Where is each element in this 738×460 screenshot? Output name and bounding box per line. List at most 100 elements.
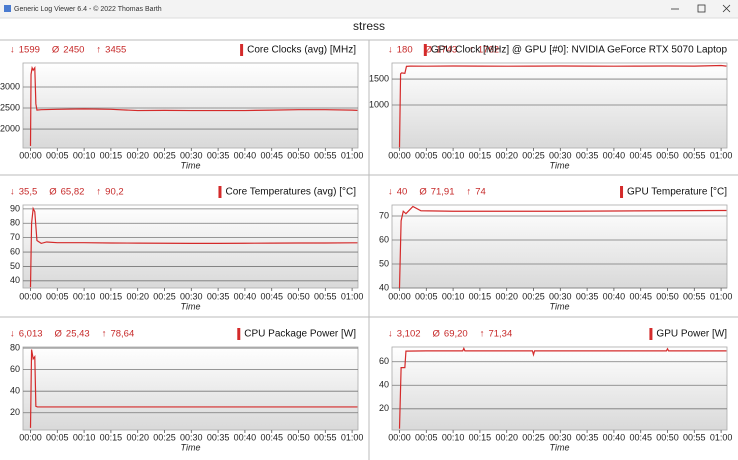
stat-value: 3,102 (397, 329, 421, 340)
legend-swatch (240, 44, 244, 56)
stat-value: 35,5 (19, 187, 38, 198)
close-button[interactable] (722, 4, 731, 13)
x-tick-label: 00:10 (73, 291, 96, 301)
legend-swatch (423, 44, 427, 56)
x-tick-label: 00:30 (180, 291, 203, 301)
y-tick-label: 2000 (0, 123, 20, 133)
x-axis-label: Time (550, 301, 570, 311)
x-tick-label: 00:10 (73, 432, 96, 442)
y-tick-label: 80 (10, 342, 20, 352)
stat-symbol: Ø (419, 187, 427, 198)
x-tick-label: 00:25 (153, 432, 176, 442)
y-tick-label: 40 (10, 386, 20, 396)
y-tick-label: 40 (379, 282, 389, 292)
legend-swatch (237, 328, 241, 340)
x-tick-label: 00:20 (126, 432, 149, 442)
y-tick-label: 70 (10, 232, 20, 242)
data-line (29, 65, 358, 146)
y-tick-label: 60 (379, 356, 389, 366)
y-tick-label: 1500 (369, 73, 389, 83)
y-tick-label: 50 (10, 261, 20, 271)
x-tick-label: 00:50 (287, 150, 310, 160)
window-title: Generic Log Viewer 6.4 - © 2022 Thomas B… (14, 5, 162, 13)
y-tick-label: 3000 (0, 81, 20, 91)
x-tick-label: 00:20 (495, 150, 518, 160)
x-tick-label: 00:40 (603, 291, 626, 301)
x-tick-label: 00:35 (576, 150, 599, 160)
x-tick-label: 00:40 (234, 150, 257, 160)
y-tick-label: 70 (379, 210, 389, 220)
x-tick-label: 01:00 (710, 432, 733, 442)
stat-symbol: ↑ (469, 45, 474, 56)
x-tick-label: 01:00 (341, 291, 364, 301)
plot-area (391, 346, 728, 431)
x-tick-label: 00:30 (180, 432, 203, 442)
stat-value: 25,43 (66, 329, 90, 340)
x-tick-label: 00:55 (683, 432, 706, 442)
app-icon (4, 5, 11, 12)
x-axis-label: Time (550, 160, 570, 170)
plot-area (391, 62, 728, 149)
x-tick-label: 00:30 (180, 150, 203, 160)
x-tick-label: 00:30 (549, 291, 572, 301)
title-bar (0, 0, 738, 18)
x-tick-label: 00:10 (442, 432, 465, 442)
data-line (398, 346, 727, 429)
x-tick-label: 00:30 (549, 432, 572, 442)
x-tick-label: 00:00 (19, 432, 42, 442)
data-line (29, 349, 358, 428)
stat-value: 71,34 (488, 329, 512, 340)
x-tick-label: 00:00 (388, 150, 411, 160)
stat-value: 3455 (105, 45, 126, 56)
stat-symbol: ↑ (96, 45, 101, 56)
stat-symbol: ↓ (388, 329, 393, 340)
x-tick-label: 00:05 (415, 150, 438, 160)
x-tick-label: 00:05 (415, 291, 438, 301)
x-tick-label: 01:00 (710, 150, 733, 160)
y-tick-label: 40 (379, 380, 389, 390)
y-tick-label: 40 (10, 275, 20, 285)
x-tick-label: 00:55 (683, 291, 706, 301)
x-tick-label: 00:00 (19, 291, 42, 301)
stat-symbol: ↑ (480, 329, 485, 340)
x-tick-label: 00:15 (469, 432, 492, 442)
x-tick-label: 00:55 (683, 150, 706, 160)
maximize-button[interactable] (697, 4, 706, 13)
stat-value: 78,64 (110, 329, 134, 340)
y-tick-label: 20 (10, 407, 20, 417)
stat-symbol: ↓ (10, 187, 15, 198)
y-tick-label: 50 (379, 258, 389, 268)
x-tick-label: 00:15 (469, 291, 492, 301)
x-tick-label: 00:35 (207, 432, 230, 442)
x-tick-label: 00:15 (100, 291, 123, 301)
x-tick-label: 00:20 (495, 432, 518, 442)
x-tick-label: 00:25 (153, 150, 176, 160)
data-line (398, 64, 727, 148)
x-axis-label: Time (181, 160, 201, 170)
x-axis-label: Time (181, 442, 201, 452)
legend-label: GPU Power [W] (656, 329, 727, 340)
x-tick-label: 00:45 (260, 432, 283, 442)
x-tick-label: 01:00 (341, 150, 364, 160)
x-tick-label: 00:35 (207, 150, 230, 160)
stat-symbol: Ø (52, 45, 60, 56)
x-tick-label: 00:20 (126, 150, 149, 160)
x-tick-label: 00:15 (469, 150, 492, 160)
stat-symbol: Ø (49, 187, 57, 198)
x-axis-label: Time (550, 442, 570, 452)
y-tick-label: 20 (379, 403, 389, 413)
x-axis-label: Time (181, 301, 201, 311)
x-tick-label: 00:45 (260, 291, 283, 301)
stat-value: 71,91 (431, 187, 455, 198)
stat-symbol: ↑ (102, 329, 107, 340)
legend-label: GPU Temperature [°C] (627, 187, 727, 198)
x-tick-label: 00:05 (415, 432, 438, 442)
stat-symbol: ↓ (388, 187, 393, 198)
stat-value: 90,2 (105, 187, 124, 198)
x-tick-label: 00:40 (234, 432, 257, 442)
plot-area (22, 204, 359, 289)
x-tick-label: 00:15 (100, 150, 123, 160)
x-tick-label: 00:00 (388, 291, 411, 301)
x-tick-label: 00:45 (629, 432, 652, 442)
legend-swatch (218, 186, 222, 198)
